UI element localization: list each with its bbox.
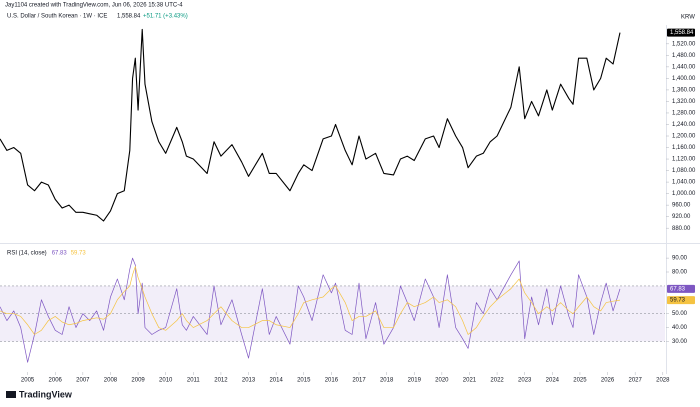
y-tick-label: 1,240.00	[672, 122, 696, 128]
x-tick-label: 2008	[104, 378, 118, 384]
y-tick-label: 1,280.00	[672, 111, 696, 117]
x-tick-label: 2026	[601, 378, 615, 384]
x-tick-label: 2024	[546, 378, 560, 384]
x-tick-label: 2023	[518, 378, 532, 384]
y-tick-label: 960.00	[672, 203, 691, 209]
y-tick-label: 1,400.00	[672, 76, 696, 82]
last-value-label: 59.73	[670, 298, 686, 304]
x-tick-label: 2009	[131, 378, 145, 384]
y-tick-label: 1,520.00	[672, 41, 696, 47]
y-tick-label: 880.00	[672, 226, 691, 232]
y-tick-label: 1,080.00	[672, 168, 696, 174]
x-tick-label: 2019	[408, 378, 422, 384]
x-tick-label: 2011	[187, 378, 201, 384]
y-tick-label: 1,480.00	[672, 53, 696, 59]
x-tick-label: 2018	[380, 378, 394, 384]
x-tick-label: 2027	[628, 378, 642, 384]
x-tick-label: 2005	[21, 378, 35, 384]
last-value-label: 67.83	[670, 286, 686, 292]
y-tick-label: 1,320.00	[672, 99, 696, 105]
x-tick-label: 2014	[269, 378, 283, 384]
x-tick-label: 2020	[435, 378, 449, 384]
x-tick-label: 2013	[242, 378, 256, 384]
x-tick-label: 2022	[490, 378, 504, 384]
x-tick-label: 2016	[325, 378, 339, 384]
y-tick-label: 1,200.00	[672, 134, 696, 140]
y-tick-label: 80.00	[672, 270, 688, 276]
y-tick-label: 1,160.00	[672, 145, 696, 151]
watermark: Jay1104 created with TradingView.com, Ju…	[5, 3, 183, 9]
symbol: U.S. Dollar / South Korean · 1W · ICE	[7, 14, 107, 20]
y-tick-label: 40.00	[672, 325, 688, 331]
x-tick-label: 2007	[76, 378, 90, 384]
y-tick-label: 90.00	[672, 256, 688, 262]
indicator-value: 59.73	[71, 251, 87, 257]
x-tick-label: 2028	[656, 378, 670, 384]
last-value-box	[667, 28, 695, 37]
y-tick-label: 920.00	[672, 214, 691, 220]
y-tick-label: 50.00	[672, 311, 688, 317]
series-line	[0, 28, 621, 222]
x-tick-label: 2017	[352, 378, 366, 384]
currency: KRW	[681, 15, 695, 21]
x-tick-label: 2015	[297, 378, 311, 384]
x-tick-label: 2012	[214, 378, 228, 384]
y-tick-label: 1,440.00	[672, 64, 696, 70]
x-tick-label: 2025	[573, 378, 587, 384]
last-price: 1,558.84	[117, 14, 141, 20]
x-tick-label: 2021	[463, 378, 477, 384]
y-tick-label: 1,000.00	[672, 191, 696, 197]
series-line	[0, 257, 621, 363]
x-tick-label: 2010	[159, 378, 173, 384]
series-line	[0, 266, 621, 335]
y-tick-label: 30.00	[672, 339, 688, 345]
y-tick-label: 1,040.00	[672, 180, 696, 186]
change: +51.71 (+3.43%)	[143, 14, 188, 20]
last-value-label: 1,558.84	[670, 30, 694, 36]
logo: TradingView	[6, 389, 73, 399]
indicator-title: RSI (14, close)	[7, 251, 47, 257]
last-value-box	[667, 284, 695, 293]
logo-icon	[6, 391, 16, 398]
brand: TradingView	[19, 389, 73, 399]
x-tick-label: 2006	[49, 378, 63, 384]
y-tick-label: 1,360.00	[672, 87, 696, 93]
last-value-box	[667, 296, 695, 305]
indicator-value: 67.83	[52, 251, 68, 257]
y-tick-label: 1,120.00	[672, 157, 696, 163]
